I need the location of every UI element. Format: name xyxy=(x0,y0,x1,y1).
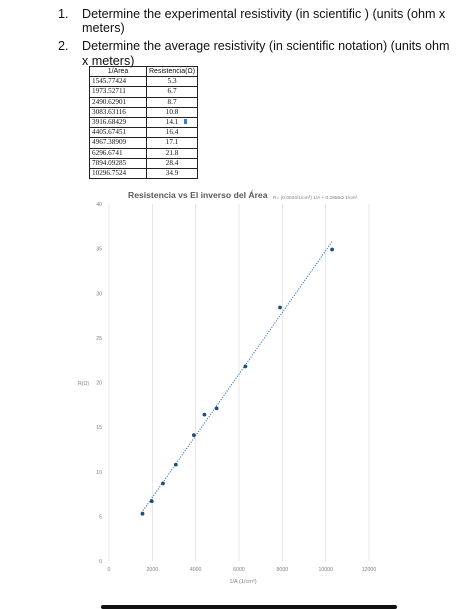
y-tick-label: 35 xyxy=(96,247,102,253)
table-cell: 1973.52711 xyxy=(89,86,147,98)
table-cell: 8.7 xyxy=(145,96,199,108)
y-tick-label: 40 xyxy=(96,202,102,208)
x-tick-label: 4000 xyxy=(190,567,202,573)
y-tick-label: 10 xyxy=(96,470,102,476)
table-cell: 34.9 xyxy=(145,167,199,180)
data-point xyxy=(191,433,196,438)
table-row: 4967.38909 17.1 xyxy=(89,137,199,149)
grid-lines xyxy=(108,204,370,561)
column-header-resistance: Resistencia(Ω) xyxy=(145,65,199,78)
trendline xyxy=(141,241,333,514)
y-tick-label: 5 xyxy=(99,514,102,520)
table-cell-value: 14.1 xyxy=(165,118,179,127)
question-list: 1. Determine the experimental resistivit… xyxy=(58,7,458,72)
table-cell: 6296.6741 xyxy=(89,147,147,159)
table-cell: 7894.09285 xyxy=(89,157,147,169)
y-axis-label: R(Ω) xyxy=(78,381,89,387)
table-row: 2490.62901 8.7 xyxy=(89,96,199,108)
table-cell: 10.8 xyxy=(145,106,199,118)
question-number: 1. xyxy=(58,7,69,21)
question-2: 2. Determine the average resistivity (in… xyxy=(58,39,458,67)
table-cell: 2490.62901 xyxy=(89,96,147,108)
trendline-equation: R= (0.0034/1/cm²) 1/A + 0.2856Ω 1/cm² xyxy=(273,195,358,201)
table-cell: 16.4 xyxy=(145,127,199,139)
x-axis-label: 1/A (1/cm²) xyxy=(229,579,256,585)
table-cell: 1545.77424 xyxy=(89,76,147,88)
table-row: 6296.6741 21.8 xyxy=(89,147,199,159)
y-tick-label: 0 xyxy=(99,559,102,565)
table-row: 3083.63116 10.8 xyxy=(89,106,199,118)
data-point xyxy=(149,499,154,504)
data-point xyxy=(330,247,334,252)
data-table: 1/Area Resistencia(Ω) 1545.77424 5.3 1973… xyxy=(89,65,199,180)
table-cell: 4967.38909 xyxy=(89,137,147,149)
table-cell: 4405.67451 xyxy=(89,127,147,139)
data-point xyxy=(161,481,165,486)
selected-table-cell[interactable]: 14.1 xyxy=(145,116,199,129)
table-cell: 17.1 xyxy=(145,137,199,149)
x-tick-label: 6000 xyxy=(233,567,245,573)
scatter-chart: 0 2000 4000 6000 8000 10000 12000 0 5 10 15 20 25 30 3… xyxy=(78,184,396,590)
x-tick-label: 10000 xyxy=(318,567,333,573)
column-header-inverse-area: 1/Area xyxy=(89,65,147,78)
text-cursor-icon xyxy=(184,118,188,124)
table-cell: 3083.63116 xyxy=(89,106,147,118)
question-text: Determine the experimental resistivity (… xyxy=(82,7,446,36)
data-point xyxy=(214,406,219,411)
table-row: 4405.67451 16.4 xyxy=(89,127,199,139)
table-cell: 5.3 xyxy=(145,76,199,88)
table-row: 1973.52711 6.7 xyxy=(89,86,199,98)
table-row: 1545.77424 5.3 xyxy=(89,76,199,88)
table-row: 10296.7524 34.9 xyxy=(89,167,199,180)
data-point xyxy=(278,305,282,310)
table-cell: 28.4 xyxy=(145,157,199,169)
data-point xyxy=(140,511,145,516)
x-tick-label: 0 xyxy=(108,567,111,573)
x-tick-label: 8000 xyxy=(277,567,289,573)
data-point xyxy=(202,412,207,417)
home-indicator-bar xyxy=(101,605,397,609)
question-text: Determine the average resistivity (in sc… xyxy=(82,39,450,68)
data-points xyxy=(140,247,334,516)
data-point xyxy=(173,462,178,467)
table-cell: 3916.68429 xyxy=(89,116,147,129)
y-tick-label: 20 xyxy=(96,381,102,387)
question-number: 2. xyxy=(58,39,69,54)
y-tick-label: 15 xyxy=(96,425,102,431)
y-tick-label: 25 xyxy=(96,336,102,342)
x-tick-label: 12000 xyxy=(362,567,377,573)
table-cell: 21.8 xyxy=(145,147,199,159)
table-row: 7894.09285 28.4 xyxy=(89,157,199,169)
table-cell: 10296.7524 xyxy=(89,167,147,180)
chart-title: Resistencia vs El inverso del Área xyxy=(128,190,268,200)
table-row: 3916.68429 14.1 xyxy=(89,116,199,129)
data-point xyxy=(243,364,248,369)
y-tick-label: 30 xyxy=(96,291,102,297)
chart-canvas: 0 2000 4000 6000 8000 10000 12000 0 5 10 15 20 25 30 3… xyxy=(78,190,376,585)
question-1: 1. Determine the experimental resistivit… xyxy=(58,7,458,35)
trendline-layer xyxy=(141,241,333,514)
tick-labels: 0 2000 4000 6000 8000 10000 12000 0 5 10 15 20 25 30 3… xyxy=(96,202,376,573)
x-tick-label: 2000 xyxy=(147,567,159,573)
table-header-row: 1/Area Resistencia(Ω) xyxy=(89,65,199,78)
table-cell: 6.7 xyxy=(145,86,199,98)
